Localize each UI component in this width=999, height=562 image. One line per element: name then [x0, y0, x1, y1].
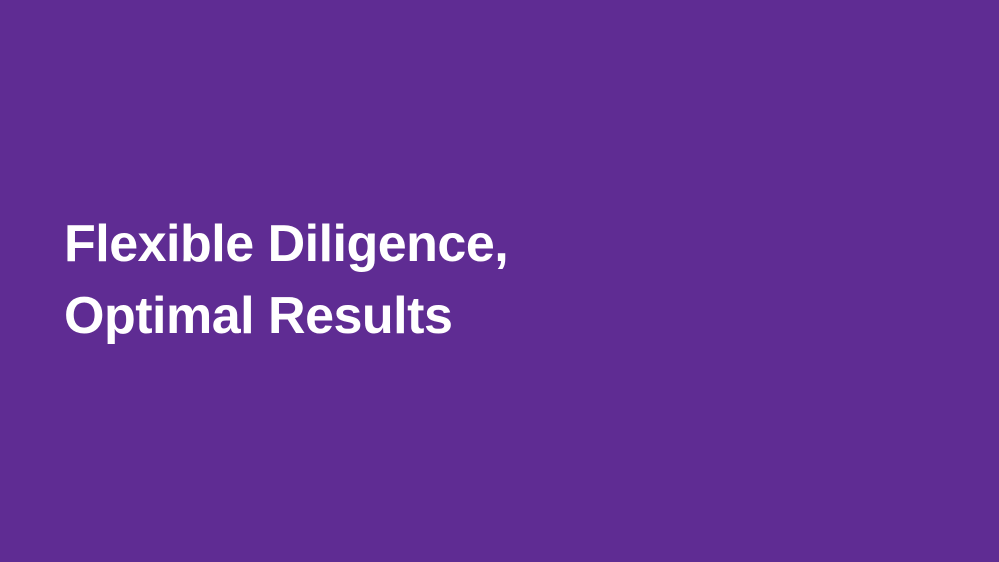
slide-title-line-1: Flexible Diligence, [64, 215, 509, 273]
slide-title: Flexible Diligence, Optimal Results [64, 208, 509, 352]
slide-title-line-2: Optimal Results [64, 287, 453, 345]
